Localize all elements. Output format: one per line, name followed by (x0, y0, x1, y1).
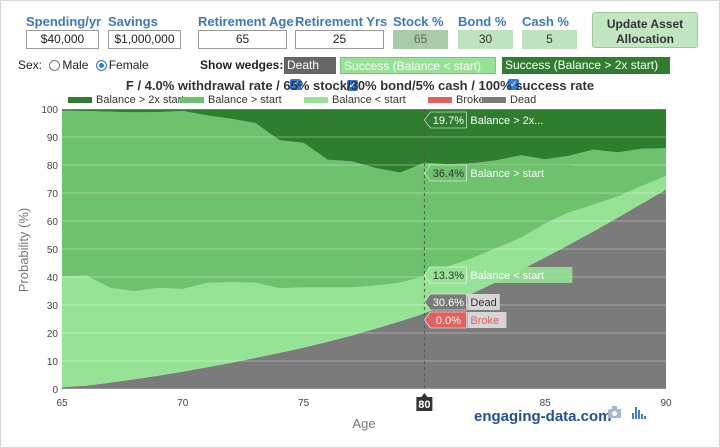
bond-input[interactable] (458, 30, 513, 49)
hover-name-box (467, 165, 573, 181)
legend-label-broke: Broke (456, 94, 485, 106)
legend-label-balance-start: Balance < start (332, 94, 406, 106)
stock-label: Stock % (393, 14, 444, 29)
female-radio[interactable] (95, 60, 107, 71)
cash-label: Cash % (522, 14, 569, 29)
area-balance-start (62, 110, 666, 292)
y-tick-label: 90 (47, 133, 59, 144)
hover-name-text: Balance > start (470, 168, 544, 180)
spending-input[interactable] (26, 30, 99, 49)
sex-label: Sex: (18, 58, 43, 72)
savings-label: Savings (108, 14, 158, 29)
hover-value-text: 0.0% (436, 315, 461, 327)
sex-selector: Sex: Male Female (18, 58, 149, 72)
y-tick-label: 80 (47, 161, 59, 172)
hover-value-box (424, 266, 467, 284)
x-axis-label: Age (352, 416, 375, 431)
legend-swatch-broke (428, 97, 452, 103)
x-tick-label: 70 (177, 398, 189, 409)
spending-label: Spending/yr (26, 14, 102, 29)
legend-swatch-dead (482, 97, 506, 103)
show-wedges-label: Show wedges: (200, 58, 284, 72)
wedge-below-label: Success (Balance < start) (344, 59, 482, 73)
brand-logo-text[interactable]: engaging-data.com (474, 408, 612, 425)
hover-value-box (424, 293, 467, 311)
grid-layer (62, 108, 666, 390)
wedge-toggle-balance-below-start[interactable]: Success (Balance < start) ✓ (340, 57, 496, 91)
retirement-age-input[interactable] (198, 30, 287, 49)
camera-icon[interactable] (608, 406, 621, 418)
plotly-bars-icon[interactable] (632, 407, 646, 419)
hover-value-box (424, 311, 467, 329)
x-tick-label: 85 (540, 398, 552, 409)
y-tick-label: 100 (41, 105, 58, 116)
legend-label-dead: Dead (510, 94, 536, 106)
y-tick-label: 0 (52, 385, 58, 396)
stock-input[interactable] (393, 30, 448, 49)
savings-input[interactable] (108, 30, 181, 49)
wedge-above-label: Success (Balance > 2x start) (505, 58, 659, 72)
bond-label: Bond % (458, 14, 507, 29)
wedge-toggle-death[interactable]: Death ✓ (284, 57, 336, 90)
chart-title: F / 4.0% withdrawal rate / 65% stock/30%… (125, 78, 595, 93)
female-label: Female (108, 58, 149, 72)
hover-value-text: 19.7% (433, 115, 464, 127)
hover-name-box (467, 294, 500, 310)
hover-name-text: Broke (470, 315, 499, 327)
y-tick-label: 60 (47, 217, 59, 228)
retirement-yrs-label: Retirement Yrs (295, 14, 388, 29)
wedge-death-label: Death (287, 58, 320, 72)
hover-layer: 80 19.7% Balance > 2x... 36.4% Balance > sta… (416, 109, 573, 411)
hover-value-text: 36.4% (433, 168, 464, 180)
x-tick-label: 75 (298, 398, 310, 409)
area-dead (62, 189, 666, 389)
x-tick-label: 65 (56, 398, 68, 409)
check-icon: ✓ (290, 79, 301, 90)
y-tick-label: 10 (47, 357, 59, 368)
retirement-yrs-input[interactable] (295, 30, 384, 49)
legend-swatch-balance-2x-start (68, 97, 92, 103)
hover-x-tag (416, 393, 433, 411)
legend-label-balance-start: Balance > start (208, 94, 282, 106)
check-icon: ✓ (347, 80, 358, 91)
wedge-toggle-balance-above-2x[interactable]: Success (Balance > 2x start) ✓ (502, 57, 670, 90)
axes-layer: 0 10 20 30 40 50 60 70 80 90 100 65 70 75 85 90 (41, 105, 672, 409)
male-label: Male (62, 58, 89, 72)
hover-name-box (467, 112, 573, 128)
retirement-age-label: Retirement Age (198, 14, 294, 29)
hover-name-text: Dead (470, 297, 496, 309)
y-tick-label: 40 (47, 273, 59, 284)
hover-name-box (467, 312, 507, 328)
cash-input[interactable] (522, 30, 577, 49)
area-balance-start (62, 175, 666, 388)
hover-value-text: 30.6% (433, 297, 464, 309)
update-allocation-button[interactable]: Update Asset Allocation (592, 12, 698, 48)
legend-swatch-balance-start (180, 97, 204, 103)
hover-name-text: Balance < start (470, 270, 544, 282)
hover-value-box (424, 111, 467, 129)
legend-swatch-balance-start (304, 97, 328, 103)
y-tick-label: 20 (47, 329, 59, 340)
check-icon: ✓ (508, 79, 519, 90)
legend-label-balance-2x-start: Balance > 2x start (96, 94, 184, 106)
y-tick-label: 50 (47, 245, 59, 256)
y-tick-label: 30 (47, 301, 59, 312)
hover-value-text: 13.3% (433, 270, 464, 282)
chart-legend: Balance > 2x start Balance > start Balance… (68, 94, 536, 106)
x-tick-label: 90 (660, 398, 672, 409)
hover-value-box (424, 164, 467, 182)
hover-name-text: Balance > 2x... (470, 115, 543, 127)
male-radio[interactable] (49, 60, 61, 71)
y-tick-label: 70 (47, 189, 59, 200)
hover-x-tag-label: 80 (418, 399, 430, 411)
y-axis-label: Probability (%) (16, 208, 31, 293)
hover-name-box (467, 267, 573, 283)
